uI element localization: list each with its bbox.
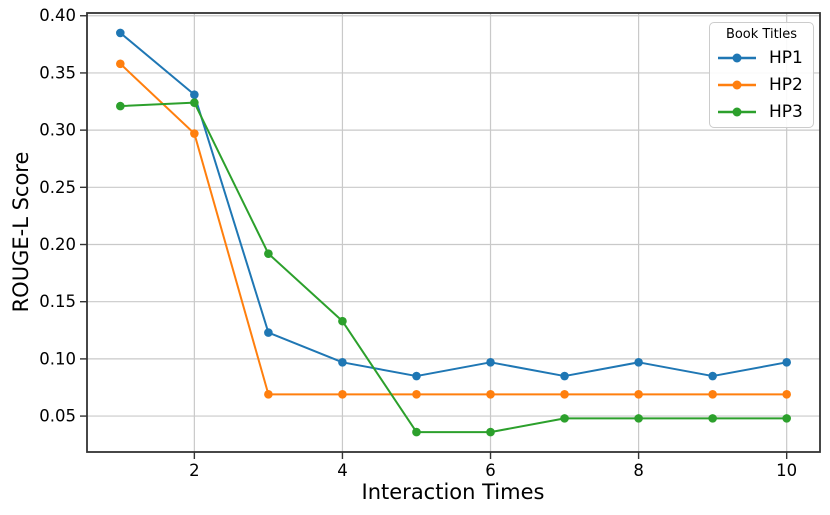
data-point-hp1 [116,28,125,38]
legend-title: Book Titles [725,27,798,42]
series-line-hp2 [119,62,788,396]
data-point-hp3 [560,414,569,423]
data-point-hp1 [708,371,717,381]
hp2-line-marker-icon [718,80,756,90]
x-axis-label: Interaction Times [361,480,545,504]
data-point-hp1 [264,328,273,337]
x-tick-label: 10 [776,461,797,480]
y-tick-label: 0.20 [39,235,76,254]
legend-label-hp3: HP3 [769,101,803,122]
data-point-hp2 [486,390,495,399]
data-point-hp3 [782,414,791,423]
data-point-hp2 [116,59,125,69]
data-point-hp3 [486,427,495,437]
data-point-hp2 [412,390,421,399]
data-point-hp2 [560,390,569,399]
legend-item-hp3: HP3 [716,98,807,125]
data-point-hp2 [634,390,643,399]
legend: Book Titles HP1 HP2 HP3 [709,22,814,128]
data-point-hp3 [412,427,421,437]
data-point-hp1 [190,90,199,99]
x-tick-label: 4 [337,461,348,480]
data-point-hp3 [634,414,643,423]
y-tick-label: 0.30 [39,121,76,140]
legend-item-hp1: HP1 [716,45,807,72]
data-point-hp3 [708,414,717,423]
legend-label-hp2: HP2 [769,75,803,95]
x-tick-label: 2 [189,461,200,480]
y-axis-label: ROUGE-L Score [9,151,33,313]
plot-border [86,12,821,453]
series-line-hp1 [119,31,788,378]
data-point-hp1 [412,371,421,381]
y-tick-label: 0.05 [39,407,76,426]
data-point-hp1 [560,371,569,381]
y-tick-label: 0.10 [39,349,76,368]
legend-item-hp2: HP2 [716,72,807,99]
y-tick-label: 0.15 [39,292,76,311]
data-point-hp3 [338,316,347,326]
data-point-hp3 [264,249,273,258]
data-point-hp2 [708,390,717,399]
data-point-hp1 [486,358,495,367]
legend-label-hp1: HP1 [769,48,803,69]
data-point-hp1 [338,358,347,367]
y-tick-label: 0.35 [39,63,76,82]
hp3-line-marker-icon [718,107,756,117]
y-tick-label: 0.40 [39,6,76,25]
x-tick-label: 6 [485,461,496,480]
y-tick-label: 0.25 [39,178,76,197]
hp1-line-marker-icon [718,53,756,63]
series-line-hp3 [119,101,788,434]
data-point-hp1 [634,358,643,367]
data-point-hp3 [190,98,199,107]
x-tick-label: 8 [633,461,644,480]
data-point-hp2 [190,129,199,138]
data-point-hp3 [116,101,125,111]
data-point-hp2 [782,390,791,399]
data-point-hp2 [264,390,273,399]
data-point-hp1 [782,358,791,367]
data-point-hp2 [338,390,347,399]
